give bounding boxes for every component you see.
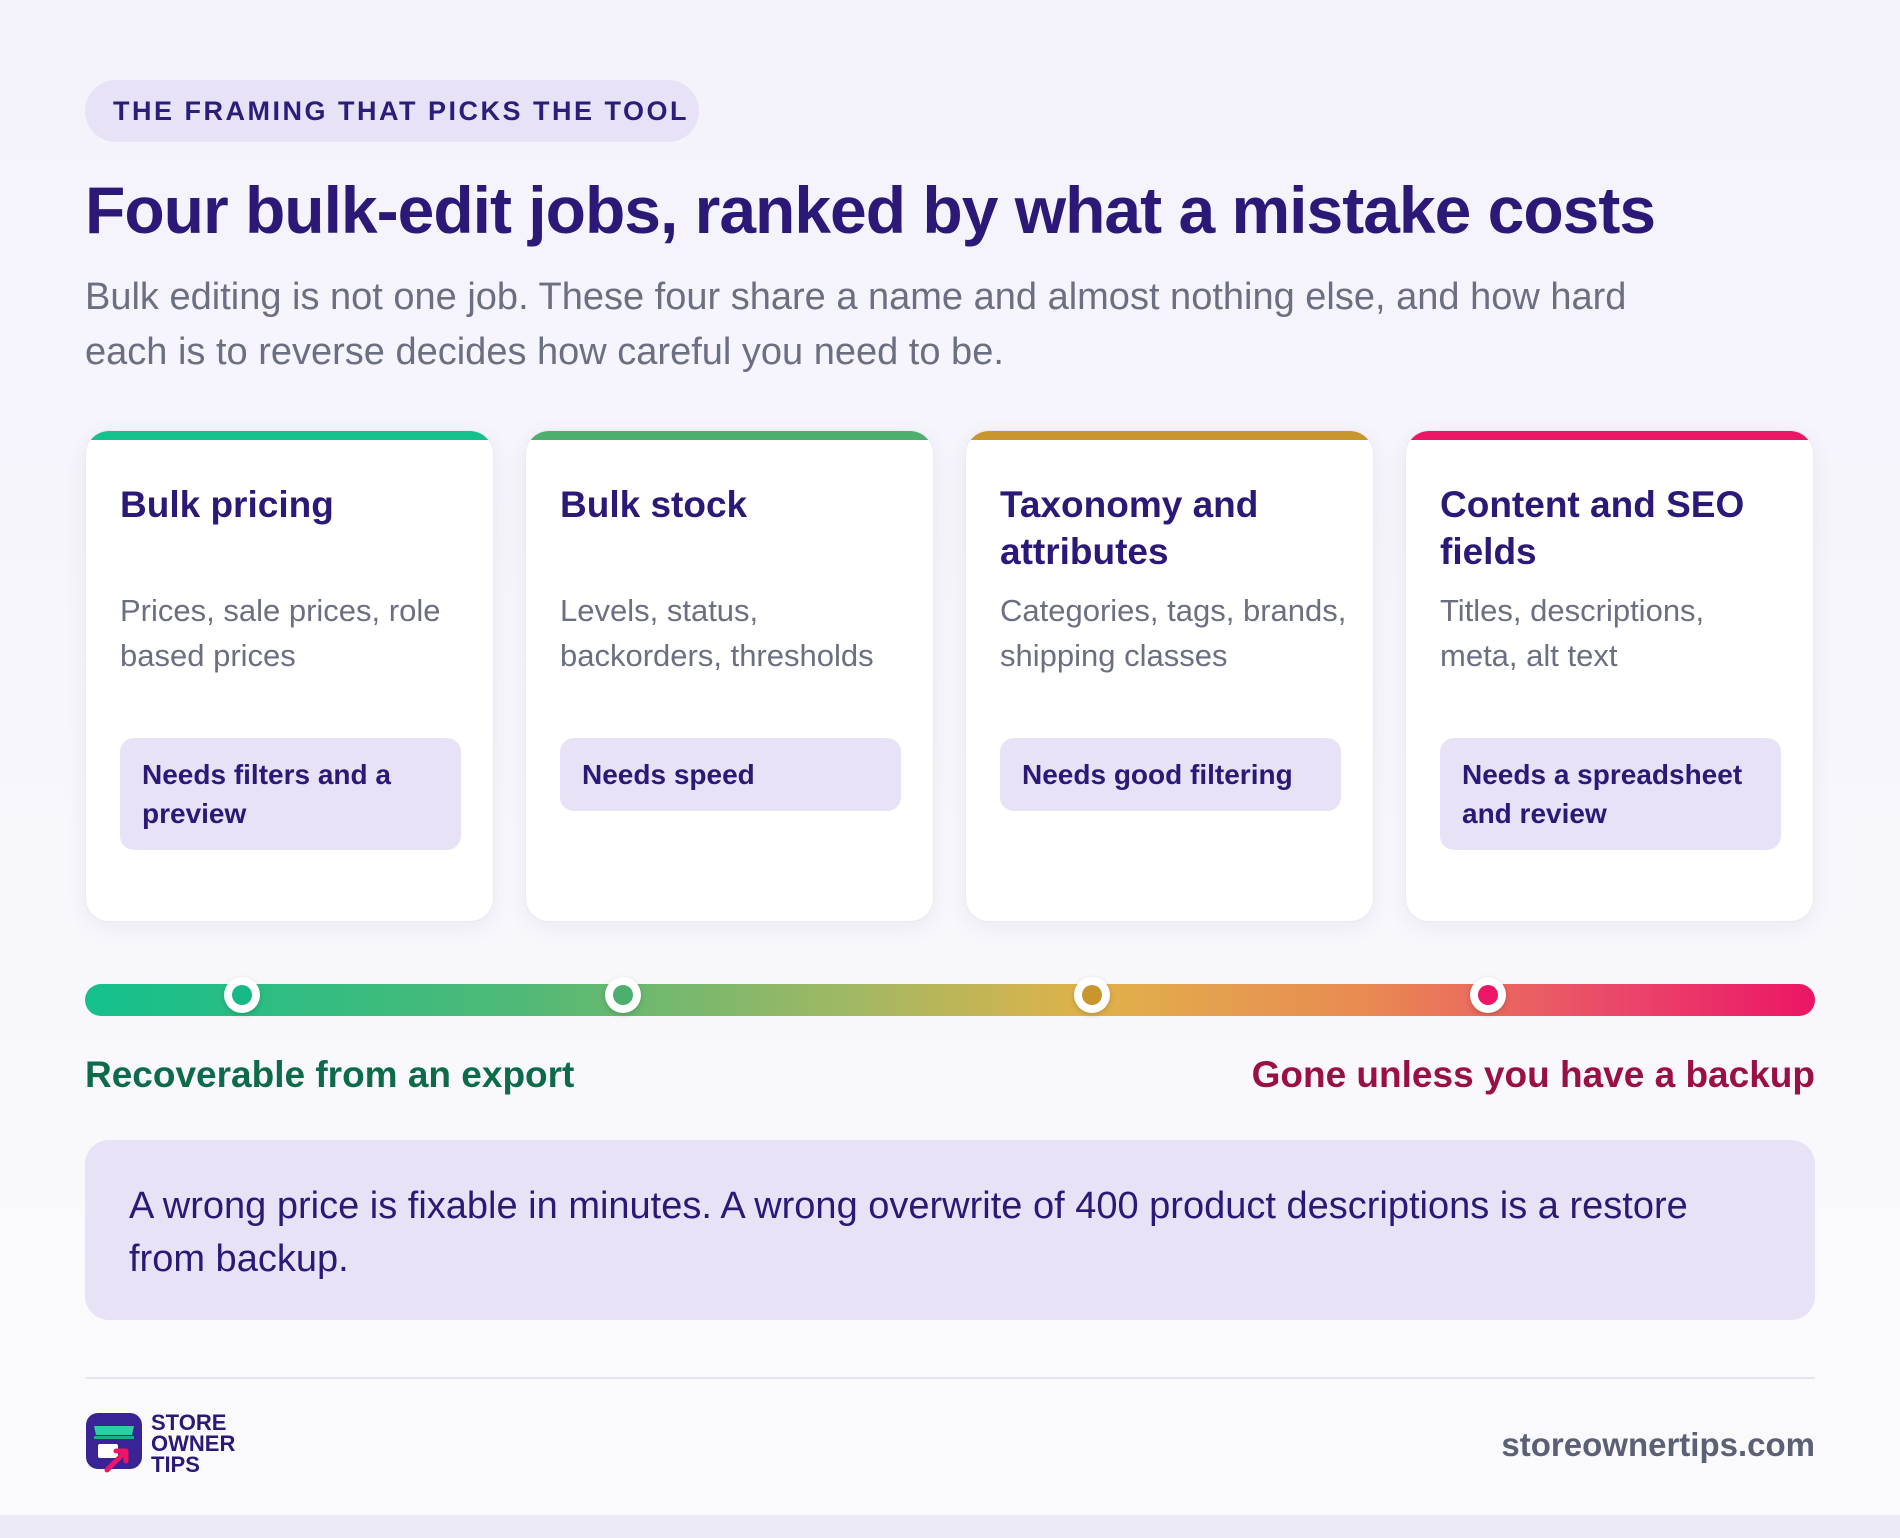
marker-dot xyxy=(1081,985,1102,1005)
job-cards: Bulk pricing Prices, sale prices, role b… xyxy=(85,430,1815,922)
marker-dot xyxy=(613,985,634,1005)
scale-marker-stock xyxy=(605,977,642,1013)
card-description: Titles, descriptions, meta, alt text xyxy=(1440,593,1705,673)
page-subtitle: Bulk editing is not one job. These four … xyxy=(85,276,1627,373)
card-accent-bar xyxy=(86,431,493,440)
eyebrow-label: THE FRAMING THAT PICKS THE TOOL xyxy=(85,80,699,142)
brand-logo[interactable]: STORE OWNER TIPS xyxy=(85,1409,236,1477)
footer-divider xyxy=(85,1377,1815,1379)
scale-marker-content xyxy=(1470,977,1507,1013)
card-description: Categories, tags, brands, shipping class… xyxy=(1000,593,1347,673)
scale-low-risk-label: Recoverable from an export xyxy=(85,1054,575,1095)
brand-line: TIPS xyxy=(151,1451,200,1477)
brand-line: OWNER xyxy=(151,1430,236,1456)
brand-wordmark: STORE OWNER TIPS xyxy=(151,1409,236,1477)
card-description: Prices, sale prices, role based prices xyxy=(120,593,441,673)
risk-gradient-bar xyxy=(85,984,1815,1016)
bottom-edge-strip xyxy=(0,1515,1900,1538)
card-accent-bar xyxy=(966,431,1373,440)
scale-high-risk-label: Gone unless you have a backup xyxy=(1251,1054,1815,1095)
card-title: Bulk stock xyxy=(560,484,748,525)
card-accent-bar xyxy=(526,431,933,440)
card-need-badge: Needs filters and a preview xyxy=(120,738,461,850)
card-title: Content and SEO fields xyxy=(1440,484,1745,572)
card-accent-bar xyxy=(1406,431,1813,440)
storefront-arrow-icon xyxy=(86,1413,142,1473)
job-card-content: Content and SEO fields Titles, descripti… xyxy=(1405,430,1814,922)
marker-dot xyxy=(232,985,253,1005)
job-card-stock: Bulk stock Levels, status, backorders, t… xyxy=(525,430,934,922)
marker-dot xyxy=(1478,985,1499,1005)
scale-marker-pricing xyxy=(224,977,261,1013)
card-title: Taxonomy and attributes xyxy=(1000,484,1259,572)
site-url-link[interactable]: storeownertips.com xyxy=(1501,1426,1815,1463)
job-card-pricing: Bulk pricing Prices, sale prices, role b… xyxy=(85,430,494,922)
job-card-taxonomy: Taxonomy and attributes Categories, tags… xyxy=(965,430,1374,922)
card-need-badge: Needs good filtering xyxy=(1000,738,1341,811)
callout-box: A wrong price is fixable in minutes. A w… xyxy=(85,1140,1815,1320)
risk-scale xyxy=(85,977,1815,1016)
brand-line: STORE xyxy=(151,1409,227,1435)
card-title: Bulk pricing xyxy=(120,484,334,525)
card-description: Levels, status, backorders, thresholds xyxy=(560,593,874,673)
card-need-badge: Needs a spreadsheet and review xyxy=(1440,738,1781,850)
page-title: Four bulk-edit jobs, ranked by what a mi… xyxy=(85,173,1656,247)
scale-marker-taxonomy xyxy=(1073,977,1110,1013)
card-need-badge: Needs speed xyxy=(560,738,901,811)
